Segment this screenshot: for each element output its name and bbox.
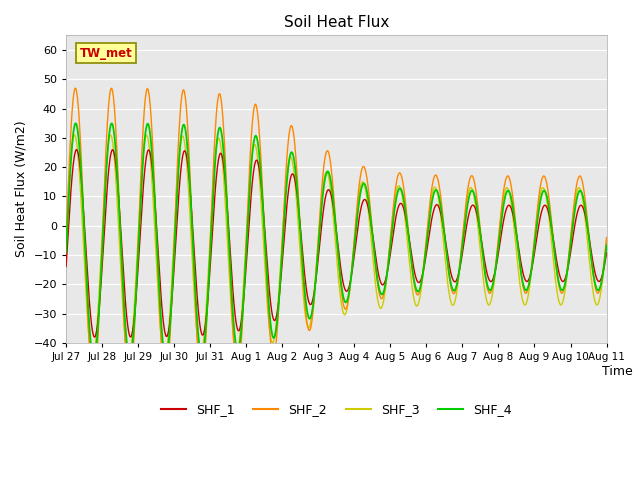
SHF_2: [492, 264, 499, 270]
Line: SHF_3: SHF_3: [66, 135, 607, 358]
SHF_1: [170, 268, 178, 274]
SHF_2: [244, 209, 252, 215]
Y-axis label: Soil Heat Flux (W/m2): Soil Heat Flux (W/m2): [15, 121, 28, 257]
SHF_3: [88, 355, 96, 360]
Title: Soil Heat Flux: Soil Heat Flux: [284, 15, 389, 30]
Line: SHF_4: SHF_4: [66, 123, 607, 358]
SHF_4: [183, 140, 191, 146]
SHF_4: [62, 249, 70, 255]
SHF_4: [603, 242, 611, 248]
SHF_2: [540, 174, 547, 180]
SHF_4: [540, 189, 547, 194]
SHF_1: [73, 147, 81, 153]
SHF_3: [183, 164, 191, 170]
Line: SHF_1: SHF_1: [66, 150, 607, 337]
SHF_3: [492, 268, 499, 274]
SHF_4: [492, 267, 499, 273]
SHF_3: [170, 238, 178, 244]
SHF_2: [72, 85, 79, 91]
SHF_1: [603, 250, 611, 256]
X-axis label: Time: Time: [602, 364, 633, 378]
SHF_4: [170, 255, 178, 261]
SHF_2: [421, 252, 429, 257]
SHF_1: [492, 267, 499, 273]
SHF_4: [244, 225, 252, 231]
Legend: SHF_1, SHF_2, SHF_3, SHF_4: SHF_1, SHF_2, SHF_3, SHF_4: [156, 398, 516, 421]
SHF_1: [244, 243, 252, 249]
SHF_2: [90, 378, 97, 384]
SHF_3: [421, 254, 429, 260]
SHF_3: [540, 185, 547, 191]
SHF_1: [91, 334, 99, 340]
SHF_3: [70, 132, 78, 138]
Text: TW_met: TW_met: [79, 47, 132, 60]
Line: SHF_2: SHF_2: [66, 88, 607, 381]
SHF_4: [72, 120, 80, 126]
SHF_3: [62, 232, 70, 238]
SHF_1: [62, 264, 70, 269]
SHF_4: [421, 257, 429, 263]
SHF_1: [421, 260, 429, 266]
SHF_4: [90, 355, 97, 360]
SHF_3: [603, 238, 611, 243]
SHF_1: [540, 204, 547, 210]
SHF_2: [183, 114, 191, 120]
SHF_2: [603, 235, 611, 240]
SHF_1: [183, 156, 191, 162]
SHF_2: [62, 239, 70, 245]
SHF_3: [244, 211, 252, 217]
SHF_2: [170, 247, 178, 252]
